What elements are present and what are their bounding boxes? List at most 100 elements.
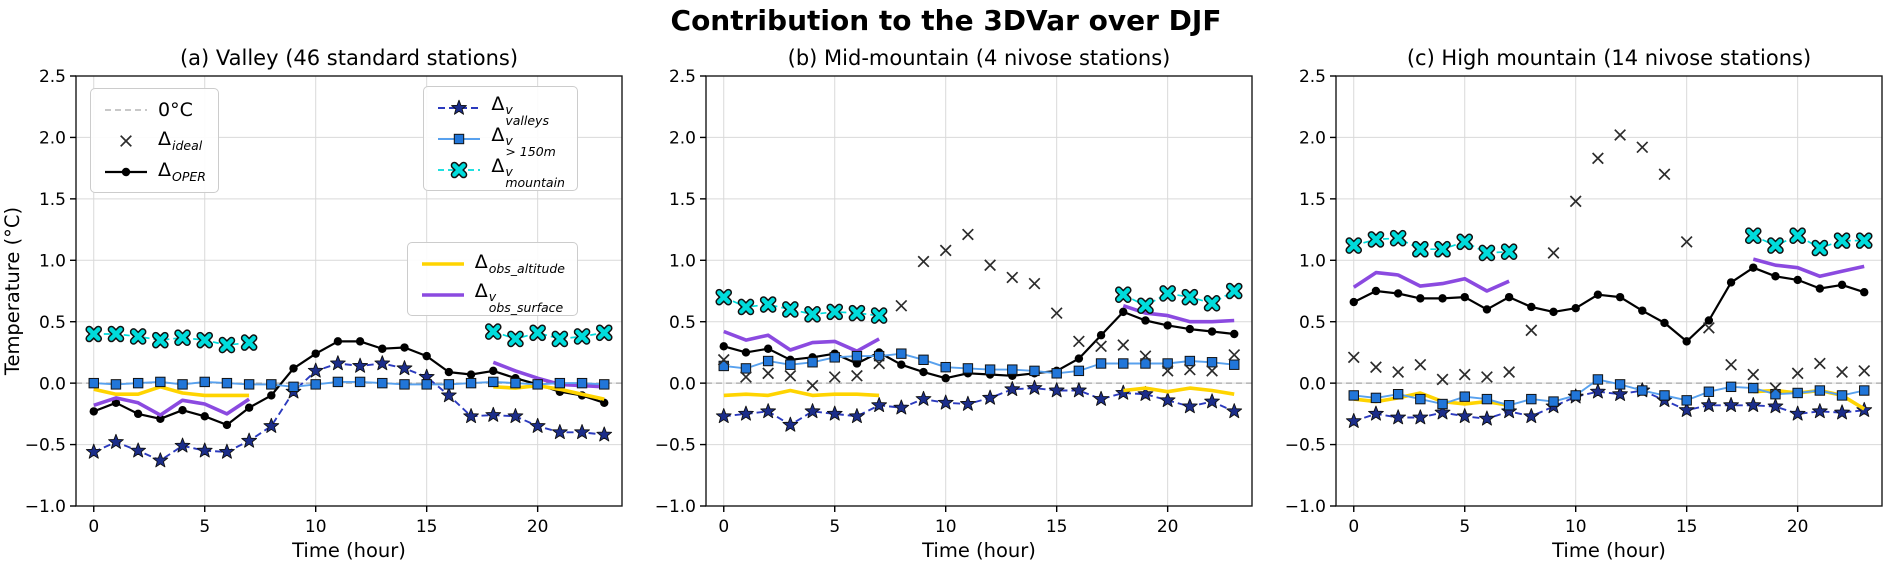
ideal-x-marker <box>1347 351 1360 364</box>
oper-point-marker <box>1660 318 1669 328</box>
gt150-square-marker <box>443 379 455 390</box>
valleys-star-marker <box>352 357 368 373</box>
series-oper <box>1349 263 1869 346</box>
gt150-square-marker <box>1681 395 1692 406</box>
series-mountain-line <box>1353 234 1865 254</box>
valleys-star-marker <box>937 394 954 410</box>
valleys-star-marker <box>760 403 777 419</box>
valleys-star-marker <box>1834 404 1850 420</box>
mountain-x-marker <box>716 290 731 304</box>
valleys-star-marker <box>1181 398 1198 414</box>
ideal-x-marker <box>1139 350 1152 363</box>
legend-label: ΔOPER <box>158 159 206 184</box>
gt150-square-marker <box>599 379 610 390</box>
mountain-x-marker <box>575 329 589 344</box>
gt150-square-marker <box>1392 389 1404 400</box>
oper-point-marker <box>741 348 751 357</box>
gt150-square-marker <box>132 377 144 389</box>
mountain-x-marker <box>153 333 168 347</box>
series-valleys-line <box>93 362 605 462</box>
mountain-x-marker <box>1205 296 1219 311</box>
panel-b-title: (b) Mid-mountain (4 nivose stations) <box>787 46 1171 70</box>
axes-ticks: 2.5 2.0 1.5 1.0 0.5 0.0 −0.5 −1.0 0 5 10 15 20 <box>655 67 1179 537</box>
ideal-x-marker <box>1747 368 1760 381</box>
valleys-star-marker <box>1501 403 1517 419</box>
mountain-x-marker <box>131 329 145 344</box>
mountain-x-marker <box>1227 284 1242 298</box>
series-mountain-line <box>93 330 605 346</box>
valleys-star-marker <box>507 408 524 424</box>
legend-label: 0°C <box>158 98 193 121</box>
gt150-square-marker <box>1637 385 1648 396</box>
ideal-x-marker <box>1525 324 1538 337</box>
oper-point-marker <box>763 344 773 353</box>
valleys-star-marker <box>1048 382 1065 398</box>
ideal-x-marker <box>1095 340 1107 353</box>
gt150-square-marker <box>1007 364 1018 375</box>
gt150-square-marker <box>1659 390 1670 401</box>
ideal-x-marker <box>939 244 952 257</box>
ideal-x-marker <box>1813 357 1826 370</box>
gt150-square-marker <box>1836 390 1848 401</box>
valleys-star-marker <box>130 442 147 458</box>
ideal-x-marker <box>1836 366 1848 378</box>
gt150-square-marker <box>829 352 840 363</box>
valleys-star-marker <box>915 390 932 406</box>
y-tick-label: 2.0 <box>1299 129 1326 149</box>
gt150-square-marker <box>243 379 255 390</box>
ideal-x-marker <box>1161 364 1174 377</box>
gt150-square-marker <box>1814 385 1826 396</box>
gt150-square-marker <box>984 364 996 375</box>
x-axis-label: Time (hour) <box>291 539 406 562</box>
oper-point-marker <box>111 398 121 407</box>
valleys-star-marker <box>782 416 799 432</box>
valleys-star-marker <box>1345 412 1362 428</box>
valleys-star-marker <box>1093 390 1109 406</box>
valleys-star-marker <box>1723 397 1739 413</box>
series-valleys <box>85 355 613 468</box>
valleys-star-marker <box>1678 401 1695 417</box>
plot-border <box>1335 75 1883 507</box>
x-tick-label: 10 <box>1565 517 1587 537</box>
ideal-x-marker <box>806 379 819 392</box>
oper-point-marker <box>1638 306 1647 315</box>
y-tick-label: −0.5 <box>25 436 66 456</box>
oper-point-marker <box>941 374 950 383</box>
gt150-square-marker <box>288 381 299 393</box>
mountain-x-marker <box>530 325 545 340</box>
oper-point-marker <box>244 403 254 412</box>
series-obs_altitude <box>723 386 1235 398</box>
ideal-x-marker <box>1458 368 1471 381</box>
gt150-square-marker <box>1503 400 1515 411</box>
y-tick-label: 0.0 <box>39 374 66 394</box>
gt150-square-marker <box>465 377 477 389</box>
series-obs_surface <box>723 303 1235 353</box>
valleys-star-marker <box>1071 382 1087 398</box>
mountain-x-marker <box>1457 235 1472 249</box>
valleys-star-marker <box>893 399 910 415</box>
x-tick-label: 10 <box>935 517 957 537</box>
legend-row-oper: ΔOPER <box>103 158 206 185</box>
y-tick-label: 2.5 <box>669 67 696 87</box>
oper-point-marker <box>466 370 476 379</box>
oper-point-marker <box>897 360 906 369</box>
ideal-x-marker <box>1858 364 1871 377</box>
mountain-x-marker <box>1138 298 1153 313</box>
gt150-square-marker <box>532 379 543 390</box>
mountain-x-marker <box>1160 286 1175 301</box>
valleys-star-marker <box>826 405 843 421</box>
ideal-x-marker <box>984 259 996 272</box>
valleys-star-marker <box>1523 408 1540 424</box>
gt150-square-marker <box>332 376 344 388</box>
valleys-star-marker <box>1590 383 1606 399</box>
gt150-square-marker <box>940 361 951 373</box>
mountain-x-marker <box>553 332 567 346</box>
series-gt150 <box>88 376 610 393</box>
valleys-star-marker <box>1745 397 1762 413</box>
gt150-square-marker <box>851 350 863 362</box>
mountain-x-marker <box>1813 241 1827 255</box>
